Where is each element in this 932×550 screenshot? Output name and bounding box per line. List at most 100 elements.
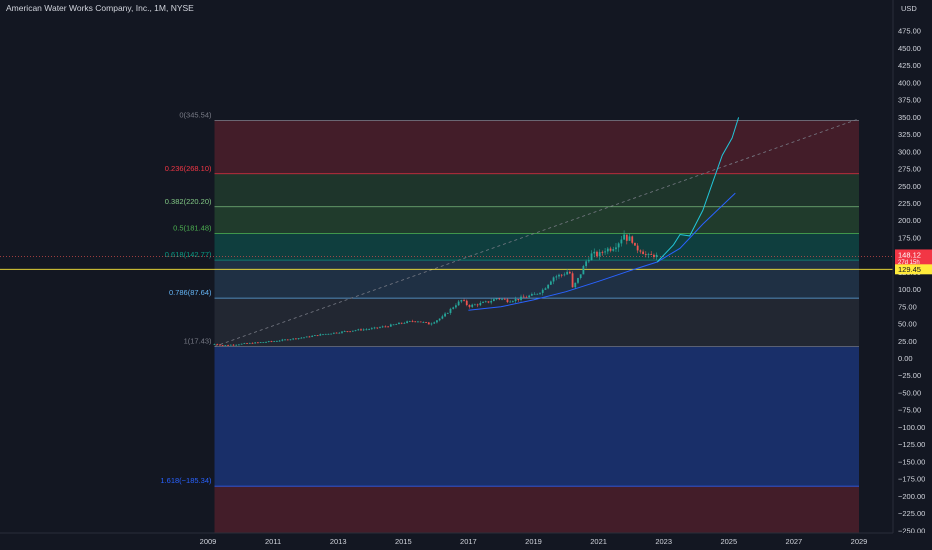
y-tick-label: 425.00 — [898, 61, 921, 70]
candle-body — [248, 342, 251, 344]
y-tick-label: 25.00 — [898, 337, 917, 346]
candle-body — [294, 338, 297, 340]
y-tick-label: 375.00 — [898, 96, 921, 105]
candle-body — [379, 327, 381, 329]
candles — [213, 230, 658, 347]
candle-body — [446, 312, 449, 314]
candle-body — [457, 301, 460, 306]
candle-body — [267, 341, 270, 342]
candle-body — [596, 251, 598, 257]
candle-body — [465, 300, 468, 306]
time-axis-bg — [0, 533, 932, 550]
candle-body — [639, 250, 642, 252]
candle-body — [455, 305, 457, 308]
candle-body — [292, 338, 295, 340]
candle-body — [587, 260, 590, 262]
candle-body — [262, 342, 265, 343]
candle-body — [574, 282, 577, 288]
candle-body — [522, 296, 525, 298]
candle-body — [414, 321, 417, 323]
candle-body — [544, 288, 547, 290]
candle-body — [376, 327, 379, 329]
candle-body — [482, 302, 484, 303]
candle-body — [430, 323, 433, 325]
x-tick-label: 2019 — [525, 537, 542, 546]
candle-body — [436, 320, 438, 323]
candle-body — [468, 305, 471, 307]
candle-body — [419, 321, 422, 323]
candle-body — [511, 301, 514, 302]
candle-body — [346, 331, 349, 332]
candle-body — [620, 239, 623, 244]
candle-body — [609, 248, 612, 251]
candle-body — [232, 344, 235, 346]
price-axis-bg — [893, 0, 932, 550]
fib-label: 1(17.43) — [184, 336, 212, 345]
candle-body — [297, 338, 300, 339]
y-tick-label: −150.00 — [898, 457, 925, 466]
candle-body — [525, 297, 528, 298]
candle-body — [422, 322, 425, 323]
y-tick-label: −75.00 — [898, 406, 921, 415]
candle-body — [254, 342, 257, 344]
candle-body — [501, 298, 503, 300]
candle-body — [631, 236, 634, 243]
candle-body — [517, 298, 520, 300]
candle-body — [335, 332, 338, 334]
candle-body — [332, 332, 335, 334]
candle-body — [425, 322, 427, 323]
candle-body — [330, 333, 333, 335]
candle-body — [547, 284, 550, 289]
y-tick-label: 350.00 — [898, 113, 921, 122]
candle-body — [427, 322, 430, 325]
candle-body — [634, 242, 636, 246]
fib-label: 0.236(268.10) — [165, 164, 212, 173]
x-tick-label: 2025 — [720, 537, 737, 546]
candle-body — [373, 327, 376, 329]
candle-body — [224, 345, 227, 346]
candle-body — [601, 252, 604, 253]
candle-body — [520, 296, 522, 300]
candle-body — [463, 300, 465, 301]
candle-body — [313, 335, 316, 337]
candle-body — [492, 299, 495, 302]
fib-zones — [214, 120, 859, 533]
currency-label: USD — [901, 4, 917, 13]
candle-body — [403, 322, 406, 324]
fib-zone — [214, 120, 859, 174]
candle-body — [324, 333, 327, 335]
price-axis: 475.00 450.00 425.00 400.00 375.00 350.00 325.… — [892, 0, 932, 550]
y-tick-label: 200.00 — [898, 216, 921, 225]
y-tick-label: 475.00 — [898, 27, 921, 36]
fib-zone — [214, 233, 859, 261]
candle-body — [506, 299, 509, 303]
candle-body — [471, 304, 474, 307]
candle-body — [563, 274, 566, 276]
fib-zone — [214, 260, 859, 299]
candle-body — [490, 301, 493, 303]
candle-body — [533, 293, 536, 295]
x-tick-label: 2013 — [330, 537, 347, 546]
candle-body — [536, 293, 539, 295]
candle-body — [305, 336, 308, 338]
candle-body — [590, 253, 593, 261]
candle-body — [566, 271, 569, 275]
candle-body — [235, 344, 238, 346]
candle-body — [273, 341, 276, 342]
candle-body — [319, 334, 322, 336]
candle-body — [311, 335, 314, 337]
candle-body — [251, 342, 254, 344]
candle-body — [509, 301, 512, 303]
fib-label: 0.786(87.64) — [169, 288, 212, 297]
candle-body — [308, 336, 311, 338]
fib-label: 0(345.54) — [179, 110, 212, 119]
fib-label: 1.618(−185.34) — [160, 476, 212, 485]
y-tick-label: 275.00 — [898, 165, 921, 174]
candle-body — [655, 254, 658, 258]
candle-body — [238, 344, 240, 346]
y-tick-label: −200.00 — [898, 492, 925, 501]
y-tick-label: −250.00 — [898, 526, 925, 535]
candle-body — [528, 295, 531, 298]
candle-body — [243, 343, 246, 345]
